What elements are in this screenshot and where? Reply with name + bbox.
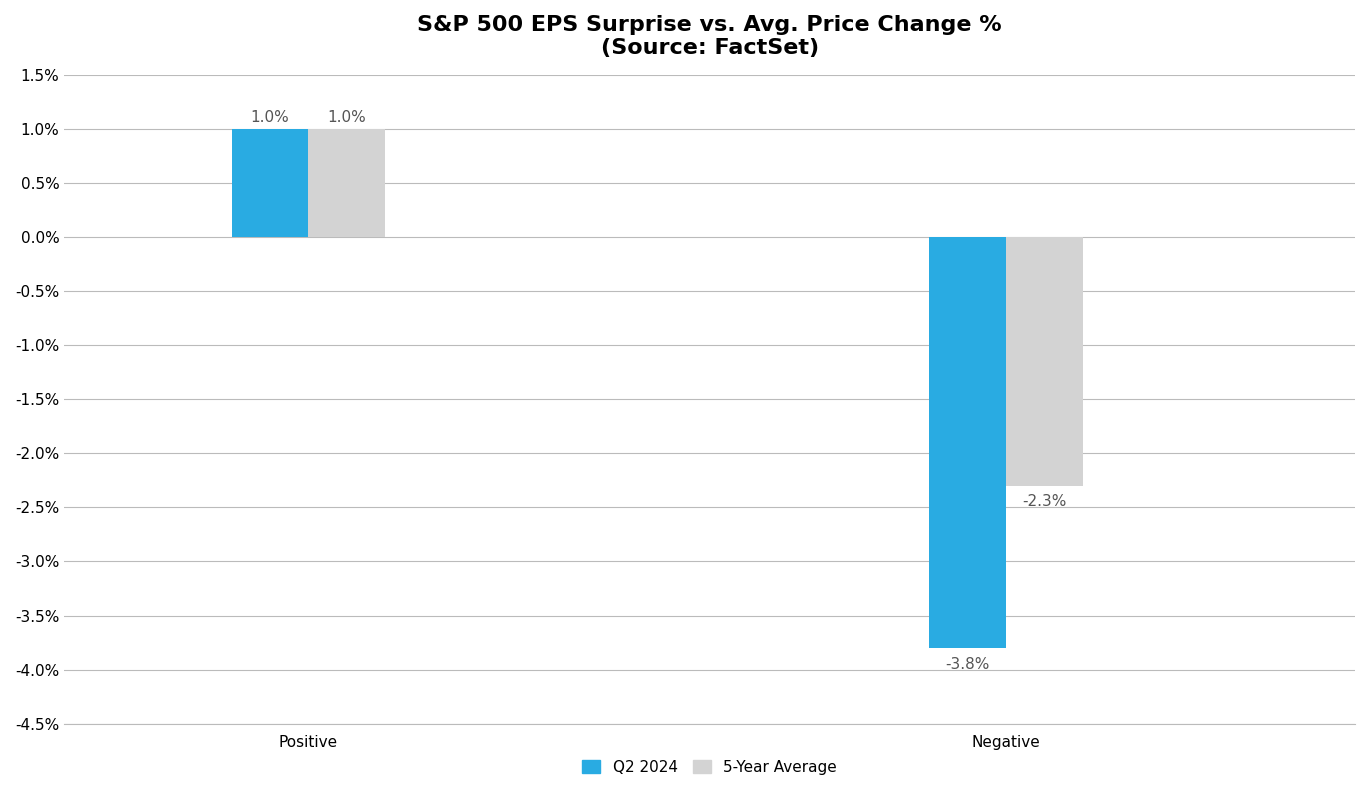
Title: S&P 500 EPS Surprise vs. Avg. Price Change %
(Source: FactSet): S&P 500 EPS Surprise vs. Avg. Price Chan… [418,15,1001,58]
Bar [308,129,385,237]
Text: -2.3%: -2.3% [1022,494,1067,509]
Text: 1.0%: 1.0% [251,110,289,125]
Text: 1.0%: 1.0% [327,110,366,125]
Bar [929,237,1006,648]
Bar [1006,237,1082,485]
Text: -3.8%: -3.8% [945,657,991,672]
Legend: Q2 2024, 5-Year Average: Q2 2024, 5-Year Average [575,754,844,781]
Bar [232,129,308,237]
